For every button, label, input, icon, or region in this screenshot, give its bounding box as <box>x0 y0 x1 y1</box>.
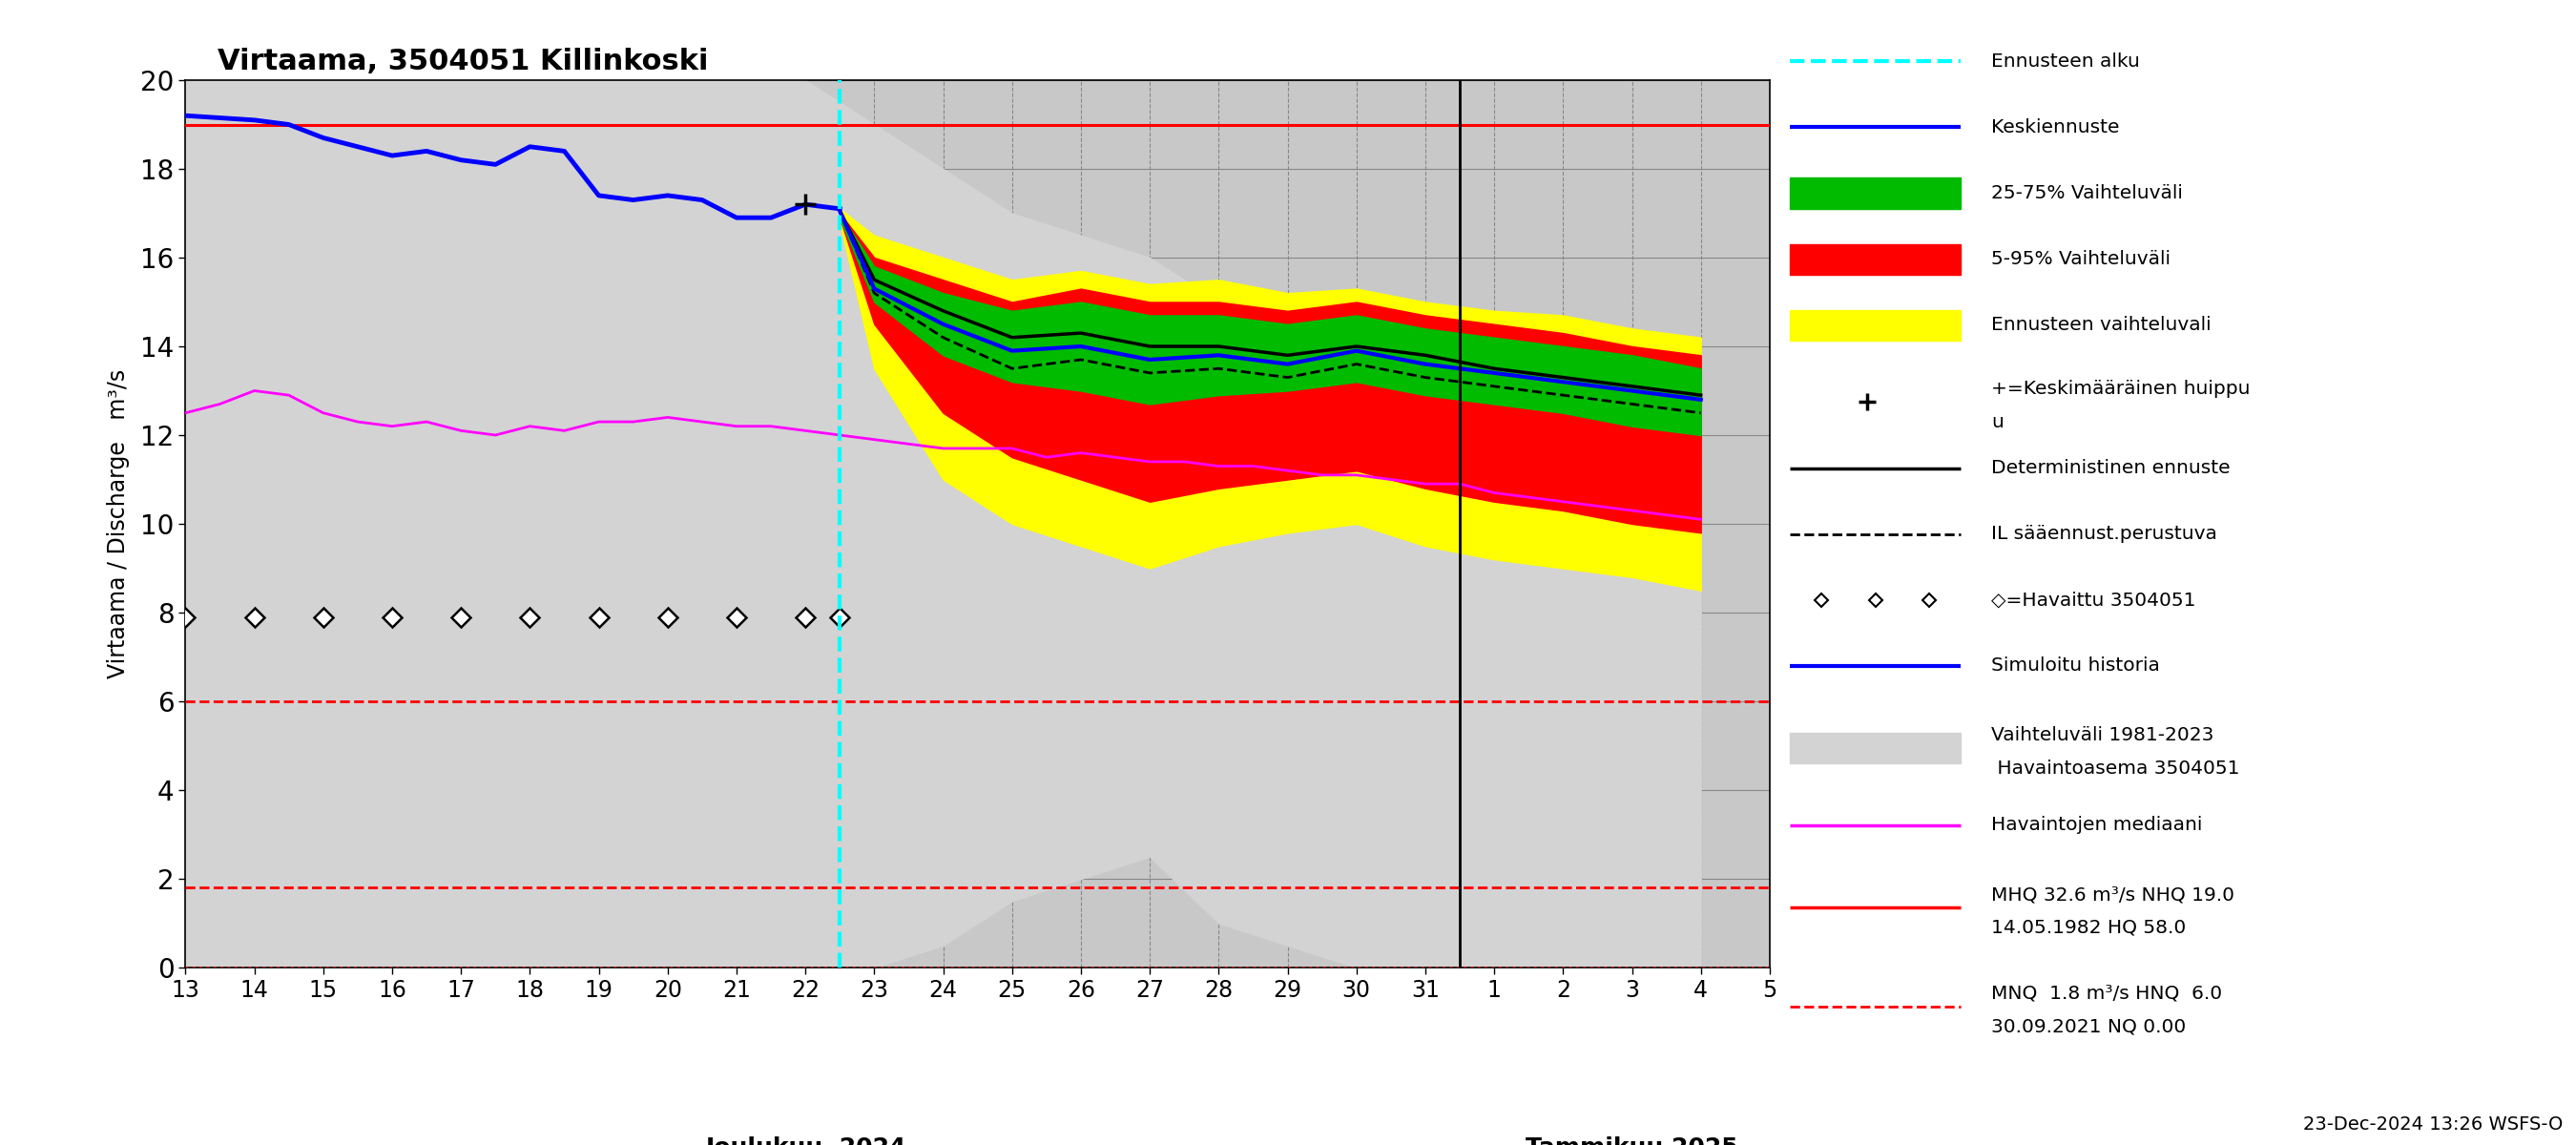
Bar <box>1790 244 1960 275</box>
Text: 30.09.2021 NQ 0.00: 30.09.2021 NQ 0.00 <box>1991 1018 2187 1035</box>
Text: ◇=Havaittu 3504051: ◇=Havaittu 3504051 <box>1991 591 2195 609</box>
Text: Ennusteen vaihteluvali: Ennusteen vaihteluvali <box>1991 316 2210 334</box>
Text: Virtaama, 3504051 Killinkoski: Virtaama, 3504051 Killinkoski <box>216 48 708 76</box>
Text: Havaintoasema 3504051: Havaintoasema 3504051 <box>1991 759 2239 777</box>
Text: Deterministinen ennuste: Deterministinen ennuste <box>1991 459 2231 477</box>
Text: MNQ  1.8 m³/s HNQ  6.0: MNQ 1.8 m³/s HNQ 6.0 <box>1991 985 2223 1003</box>
Bar <box>1790 177 1960 208</box>
Text: +=Keskimääräinen huippu: +=Keskimääräinen huippu <box>1991 380 2251 398</box>
Text: Ennusteen alku: Ennusteen alku <box>1991 53 2141 71</box>
Text: Havaintojen mediaani: Havaintojen mediaani <box>1991 816 2202 835</box>
Y-axis label: Virtaama / Discharge   m³/s: Virtaama / Discharge m³/s <box>108 369 129 679</box>
Text: 25-75% Vaihteluväli: 25-75% Vaihteluväli <box>1991 184 2182 203</box>
Text: Simuloitu historia: Simuloitu historia <box>1991 657 2161 676</box>
Bar <box>1790 310 1960 340</box>
Text: MHQ 32.6 m³/s NHQ 19.0: MHQ 32.6 m³/s NHQ 19.0 <box>1991 885 2233 903</box>
Text: Keskiennuste: Keskiennuste <box>1991 118 2120 136</box>
Text: 14.05.1982 HQ 58.0: 14.05.1982 HQ 58.0 <box>1991 918 2187 937</box>
Text: u: u <box>1991 413 2004 431</box>
Text: Tammikuu 2025
January: Tammikuu 2025 January <box>1525 1136 1739 1145</box>
Text: Vaihteluväli 1981-2023: Vaihteluväli 1981-2023 <box>1991 726 2213 744</box>
Text: IL sääennust.perustuva: IL sääennust.perustuva <box>1991 524 2218 543</box>
Text: 23-Dec-2024 13:26 WSFS-O: 23-Dec-2024 13:26 WSFS-O <box>2303 1115 2563 1134</box>
Text: Joulukuu  2024
December: Joulukuu 2024 December <box>706 1136 907 1145</box>
Text: 5-95% Vaihteluväli: 5-95% Vaihteluväli <box>1991 250 2172 268</box>
Bar <box>1790 733 1960 764</box>
